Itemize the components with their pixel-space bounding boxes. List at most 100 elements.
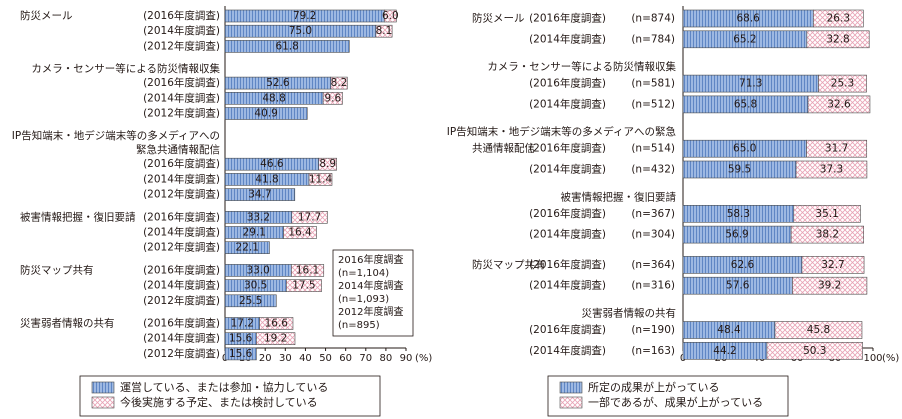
row-n-label: (n=784) — [631, 33, 675, 45]
row-n-label: (n=514) — [631, 143, 675, 155]
bar-value-label: 61.8 — [275, 40, 298, 52]
bar-value-label: 75.0 — [289, 25, 312, 37]
legend-box — [547, 375, 789, 417]
bar-segment-series-2 — [806, 139, 868, 158]
row-label: (2012年度調査) — [143, 347, 220, 360]
row-label: (2014年度調査) — [143, 332, 220, 345]
bar-segment-series-2 — [793, 205, 861, 223]
bar-value-label: 41.8 — [255, 173, 278, 185]
bar-segment-series-1 — [224, 241, 270, 254]
bar-segment-series-2 — [283, 226, 317, 239]
bar-value-label: 44.2 — [713, 345, 736, 357]
legend-swatch — [91, 381, 115, 394]
row-n-label: (n=512) — [631, 98, 675, 110]
row-label: (2014年度調査) — [529, 344, 606, 357]
bar-segment-series-2 — [818, 74, 867, 93]
x-tick-label: 90 — [400, 353, 413, 364]
note-line: 2016年度調査 — [338, 253, 403, 266]
bar-value-label: 9.6 — [324, 92, 341, 104]
row-label: (2014年度調査) — [529, 163, 606, 176]
row-label: (2012年度調査) — [143, 294, 220, 307]
bar-value-label: 16.4 — [288, 227, 312, 239]
row-label: (2014年度調査) — [529, 279, 606, 292]
bar-value-label: 25.3 — [831, 78, 854, 90]
bar-value-label: 68.6 — [736, 13, 760, 25]
x-tick-label: 80 — [380, 353, 393, 364]
row-label: (2014年度調査) — [143, 24, 220, 37]
bar-segment-series-2 — [291, 211, 328, 224]
row-label: (2012年度調査) — [143, 188, 220, 201]
row-label: (2016年度調査) — [529, 258, 606, 271]
row-n-label: (n=304) — [631, 229, 675, 241]
bar-value-label: 65.8 — [734, 98, 757, 110]
x-tick-label: 20 — [259, 353, 272, 364]
bar-segment-series-1 — [224, 188, 296, 201]
x-tick-label: 50 — [319, 353, 332, 364]
legend-swatch — [559, 396, 583, 409]
row-label: (2016年度調査) — [529, 207, 606, 220]
bar-segment-series-2 — [806, 30, 870, 49]
row-label: (2016年度調査) — [143, 9, 220, 22]
note-line: 2012年度調査 — [338, 305, 403, 318]
bar-segment-series-2 — [322, 92, 343, 105]
bar-segment-series-2 — [774, 321, 863, 339]
bar-value-label: 25.5 — [239, 295, 262, 307]
bar-value-label: 17.5 — [292, 280, 315, 292]
row-n-label: (n=874) — [631, 13, 675, 25]
bar-segment-series-2 — [330, 76, 348, 90]
row-n-label: (n=432) — [631, 164, 675, 176]
group-title: 防災メール — [20, 9, 73, 22]
group-title: 災害弱者情報の共有 — [20, 317, 115, 330]
row-label: (2016年度調査) — [529, 77, 606, 90]
bar-value-label: 35.1 — [815, 208, 838, 220]
bar-segment-series-1 — [224, 40, 350, 53]
group-title: 防災メール — [472, 12, 525, 25]
bar-segment-series-2 — [795, 160, 868, 179]
row-label: (2014年度調査) — [529, 32, 606, 45]
bar-segment-series-1 — [224, 347, 257, 361]
bar-value-label: 48.8 — [262, 92, 285, 104]
bar-value-label: 58.3 — [727, 208, 750, 220]
bar-segment-series-2 — [790, 225, 864, 244]
legend-label: 所定の成果が上がっている — [588, 380, 719, 394]
bar-segment-series-1 — [224, 294, 277, 308]
bar-value-label: 65.2 — [733, 33, 756, 45]
x-tick-label: 60 — [339, 353, 352, 364]
bar-value-label: 8.1 — [376, 25, 393, 37]
bar-segment-series-2 — [318, 157, 337, 171]
note-line: (n=895) — [338, 320, 380, 331]
bar-segment-series-1 — [224, 107, 308, 120]
row-n-label: (n=581) — [631, 78, 675, 90]
bar-segment-series-2 — [801, 256, 865, 274]
bar-value-label: 71.3 — [739, 78, 762, 90]
x-axis-unit: (%) — [882, 353, 899, 364]
bar-segment-series-2 — [807, 95, 871, 114]
group-title: 緊急共通情報配信 — [136, 143, 220, 156]
row-label: (2014年度調査) — [529, 97, 606, 110]
row-n-label: (n=367) — [631, 208, 675, 220]
bar-value-label: 59.5 — [728, 164, 751, 176]
row-label: (2012年度調査) — [143, 241, 220, 254]
note-line: 2014年度調査 — [338, 279, 403, 292]
note-line: (n=1,093) — [338, 294, 389, 305]
group-title: 防災マップ共有 — [472, 258, 546, 271]
row-label: (2014年度調査) — [529, 228, 606, 241]
bar-value-label: 50.3 — [803, 345, 826, 357]
bar-segment-series-2 — [308, 173, 333, 186]
bar-value-label: 31.7 — [825, 143, 848, 155]
row-label: (2014年度調査) — [143, 226, 220, 239]
x-tick-label: 30 — [279, 353, 292, 364]
bar-value-label: 6.0 — [382, 10, 399, 22]
bar-value-label: 26.3 — [827, 13, 850, 25]
bar-value-label: 40.9 — [254, 108, 277, 120]
bar-segment-series-2 — [375, 24, 393, 38]
bar-value-label: 52.6 — [266, 77, 290, 89]
bar-value-label: 32.7 — [821, 259, 844, 271]
x-axis-unit: (%) — [415, 353, 432, 364]
bar-segment-series-2 — [291, 264, 325, 277]
bar-value-label: 56.9 — [725, 229, 748, 241]
bar-value-label: 57.6 — [726, 280, 750, 292]
bar-value-label: 22.1 — [236, 242, 259, 254]
bar-value-label: 33.2 — [247, 211, 270, 223]
row-label: (2016年度調査) — [143, 76, 220, 89]
